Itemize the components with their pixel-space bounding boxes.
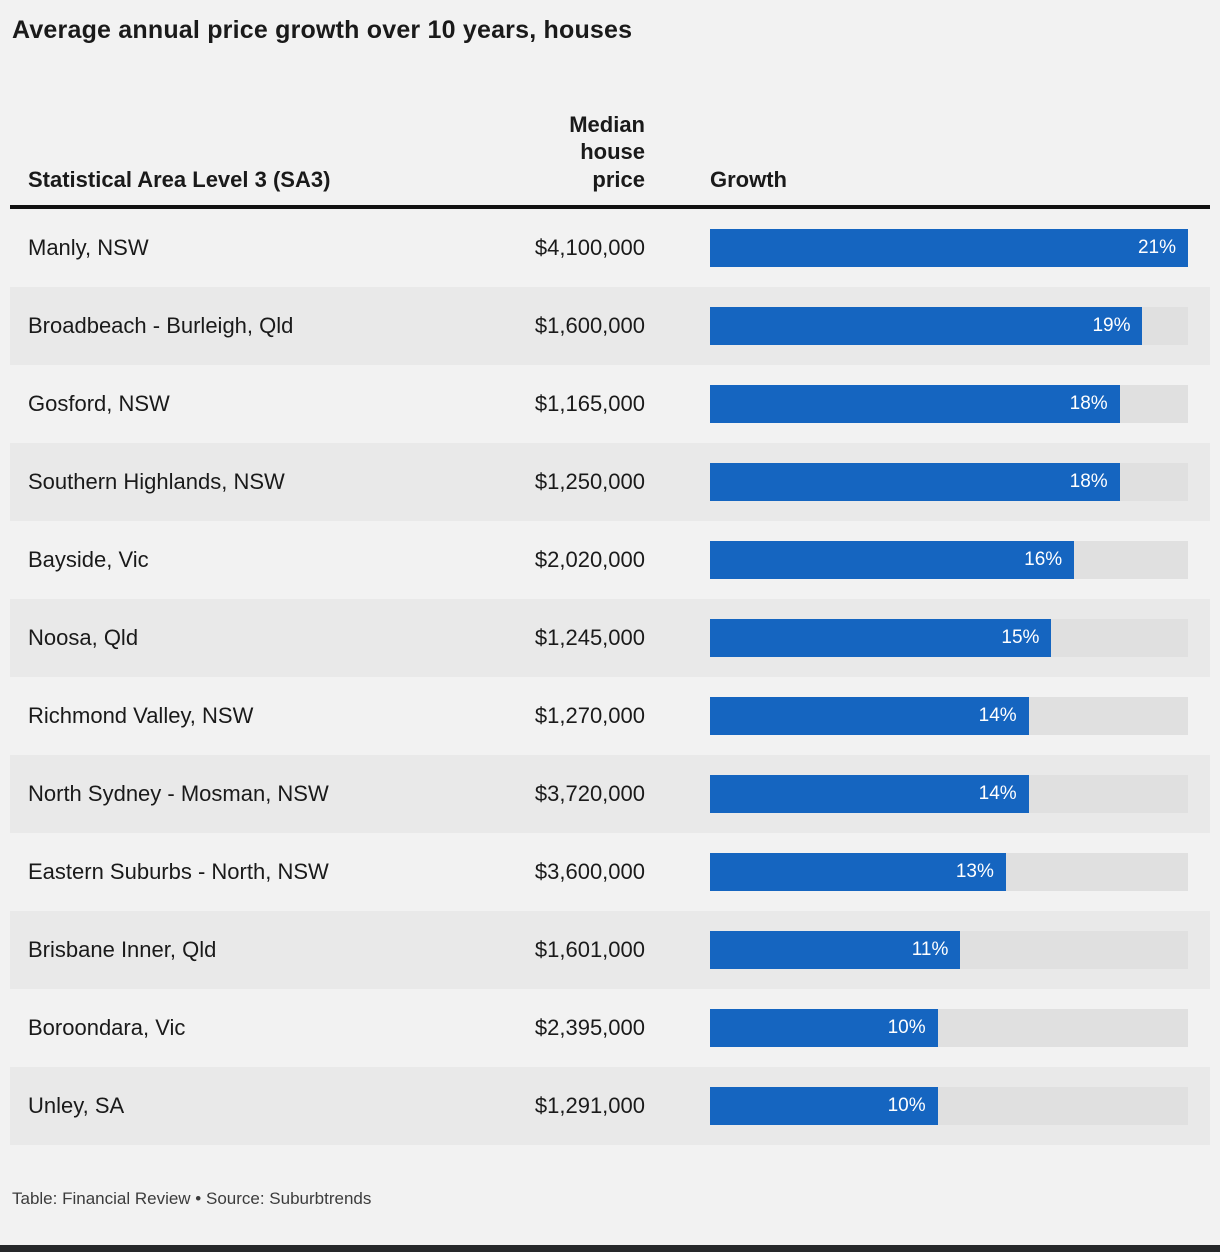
table-row: Unley, SA $1,291,000 10%: [10, 1067, 1210, 1145]
price-value: $2,395,000: [534, 1015, 645, 1040]
growth-cell: 18%: [645, 463, 1210, 501]
price-value: $1,250,000: [534, 469, 645, 494]
price-value: $1,165,000: [534, 391, 645, 416]
growth-bar-track: 11%: [710, 931, 1188, 969]
table-row: Southern Highlands, NSW $1,250,000 18%: [10, 443, 1210, 521]
growth-value-label: 19%: [1092, 315, 1131, 336]
growth-bar-track: 10%: [710, 1009, 1188, 1047]
table-header-row: Statistical Area Level 3 (SA3) Median ho…: [10, 81, 1210, 209]
growth-value-label: 18%: [1069, 471, 1108, 492]
growth-value-label: 11%: [911, 939, 949, 960]
growth-value-label: 14%: [978, 783, 1017, 804]
growth-value-label: 14%: [978, 705, 1017, 726]
growth-bar-track: 14%: [710, 775, 1188, 813]
growth-bar-track: 15%: [710, 619, 1188, 657]
growth-bar: 13%: [710, 853, 1006, 891]
area-label: Southern Highlands, NSW: [28, 469, 285, 494]
table-row: Manly, NSW $4,100,000 21%: [10, 209, 1210, 287]
growth-bar: 14%: [710, 775, 1029, 813]
price-value: $1,601,000: [534, 937, 645, 962]
price-value: $4,100,000: [534, 235, 645, 260]
growth-cell: 14%: [645, 775, 1210, 813]
area-label: Boroondara, Vic: [28, 1015, 186, 1040]
growth-bar-track: 21%: [710, 229, 1188, 267]
growth-bar: 10%: [710, 1009, 938, 1047]
growth-bar: 19%: [710, 307, 1143, 345]
growth-cell: 21%: [645, 229, 1210, 267]
area-label: Noosa, Qld: [28, 625, 139, 650]
growth-cell: 15%: [645, 619, 1210, 657]
growth-value-label: 10%: [887, 1095, 926, 1116]
column-header-growth: Growth: [710, 166, 787, 192]
growth-bar-track: 10%: [710, 1087, 1188, 1125]
area-label: Brisbane Inner, Qld: [28, 937, 217, 962]
price-value: $3,720,000: [534, 781, 645, 806]
chart-title: Average annual price growth over 10 year…: [12, 16, 633, 44]
table-row: Eastern Suburbs - North, NSW $3,600,000 …: [10, 833, 1210, 911]
area-label: Bayside, Vic: [28, 547, 149, 572]
column-header-area: Statistical Area Level 3 (SA3): [28, 166, 331, 192]
growth-cell: 13%: [645, 853, 1210, 891]
growth-bar: 16%: [710, 541, 1075, 579]
price-value: $3,600,000: [534, 859, 645, 884]
column-header-price-label: Median house price: [569, 111, 645, 192]
growth-bar: 15%: [710, 619, 1052, 657]
area-label: Richmond Valley, NSW: [28, 703, 254, 728]
bottom-accent-bar: [0, 1245, 1220, 1252]
table-row: Richmond Valley, NSW $1,270,000 14%: [10, 677, 1210, 755]
price-value: $1,245,000: [534, 625, 645, 650]
growth-value-label: 13%: [955, 861, 994, 882]
growth-value-label: 16%: [1024, 549, 1063, 570]
table-row: Boroondara, Vic $2,395,000 10%: [10, 989, 1210, 1067]
price-value: $2,020,000: [534, 547, 645, 572]
growth-cell: 10%: [645, 1087, 1210, 1125]
growth-bar-track: 18%: [710, 463, 1188, 501]
growth-bar-track: 18%: [710, 385, 1188, 423]
growth-bar-track: 14%: [710, 697, 1188, 735]
area-label: Eastern Suburbs - North, NSW: [28, 859, 329, 884]
price-value: $1,600,000: [534, 313, 645, 338]
price-growth-table-widget: Average annual price growth over 10 year…: [10, 16, 1210, 1208]
growth-value-label: 10%: [887, 1017, 926, 1038]
table-attribution: Table: Financial Review • Source: Suburb…: [12, 1189, 372, 1208]
growth-bar: 11%: [710, 931, 961, 969]
growth-cell: 18%: [645, 385, 1210, 423]
table-row: North Sydney - Mosman, NSW $3,720,000 14…: [10, 755, 1210, 833]
growth-value-label: 15%: [1001, 627, 1040, 648]
growth-bar: 18%: [710, 463, 1120, 501]
growth-value-label: 21%: [1137, 237, 1176, 258]
table-row: Brisbane Inner, Qld $1,601,000 11%: [10, 911, 1210, 989]
table-row: Broadbeach - Burleigh, Qld $1,600,000 19…: [10, 287, 1210, 365]
price-value: $1,291,000: [534, 1093, 645, 1118]
growth-cell: 14%: [645, 697, 1210, 735]
area-label: Gosford, NSW: [28, 391, 170, 416]
growth-cell: 16%: [645, 541, 1210, 579]
growth-value-label: 18%: [1069, 393, 1108, 414]
table-row: Noosa, Qld $1,245,000 15%: [10, 599, 1210, 677]
area-label: North Sydney - Mosman, NSW: [28, 781, 329, 806]
area-label: Broadbeach - Burleigh, Qld: [28, 313, 294, 338]
growth-bar: 14%: [710, 697, 1029, 735]
table-body: Manly, NSW $4,100,000 21% Broadbeach - B…: [10, 209, 1210, 1145]
growth-bar-track: 19%: [710, 307, 1188, 345]
table-row: Bayside, Vic $2,020,000 16%: [10, 521, 1210, 599]
growth-cell: 11%: [645, 931, 1210, 969]
growth-bar: 21%: [710, 229, 1188, 267]
column-header-price: Median house price: [430, 111, 645, 194]
growth-bar: 18%: [710, 385, 1120, 423]
growth-bar-track: 16%: [710, 541, 1188, 579]
price-value: $1,270,000: [534, 703, 645, 728]
area-label: Unley, SA: [28, 1093, 125, 1118]
growth-cell: 19%: [645, 307, 1210, 345]
table-row: Gosford, NSW $1,165,000 18%: [10, 365, 1210, 443]
growth-cell: 10%: [645, 1009, 1210, 1047]
growth-bar-track: 13%: [710, 853, 1188, 891]
growth-bar: 10%: [710, 1087, 938, 1125]
area-label: Manly, NSW: [28, 235, 149, 260]
